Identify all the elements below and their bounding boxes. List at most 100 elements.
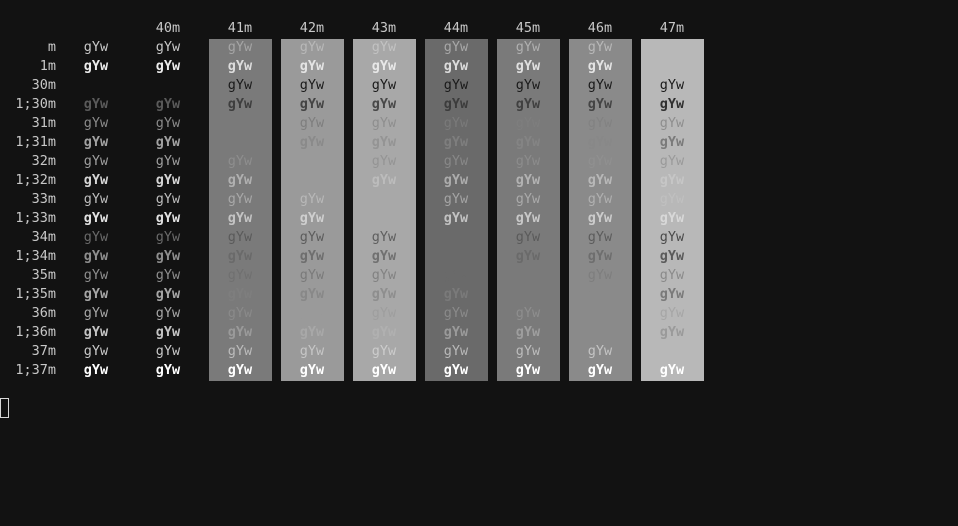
sample-text: gYw: [443, 134, 469, 150]
sample-text: gYw: [299, 305, 325, 321]
sample-text: gYw: [371, 77, 397, 93]
sample-text: gYw: [299, 229, 325, 245]
sample-text: gYw: [659, 305, 685, 321]
sample-text: gYw: [83, 39, 109, 55]
row-label: 30m: [31, 77, 56, 93]
sample-text: gYw: [83, 362, 109, 378]
sample-text: gYw: [155, 134, 181, 150]
column-background: [425, 39, 488, 381]
sample-text: gYw: [587, 58, 613, 74]
sample-text: gYw: [155, 115, 181, 131]
sample-text: gYw: [155, 286, 181, 302]
column-header: 44m: [443, 20, 469, 36]
sample-text: gYw: [515, 343, 541, 359]
sample-text: gYw: [515, 115, 541, 131]
sample-text: gYw: [371, 343, 397, 359]
sample-text: gYw: [83, 248, 109, 264]
row-label: 31m: [31, 115, 56, 131]
sample-text: gYw: [443, 286, 469, 302]
sample-text: gYw: [155, 343, 181, 359]
sample-text: gYw: [587, 153, 613, 169]
column-header: 40m: [155, 20, 181, 36]
sample-text: gYw: [587, 286, 613, 302]
sample-text: gYw: [515, 153, 541, 169]
sample-text: gYw: [587, 362, 613, 378]
sample-text: gYw: [659, 248, 685, 264]
sample-text: gYw: [155, 153, 181, 169]
row-label: 1;37m: [15, 362, 56, 378]
sample-text: gYw: [659, 362, 685, 378]
sample-text: gYw: [659, 172, 685, 188]
sample-text: gYw: [587, 267, 613, 283]
sample-text: gYw: [299, 343, 325, 359]
sample-text: gYw: [83, 324, 109, 340]
sample-text: gYw: [659, 191, 685, 207]
sample-text: gYw: [515, 210, 541, 226]
sample-text: gYw: [443, 115, 469, 131]
sample-text: gYw: [371, 229, 397, 245]
sample-text: gYw: [299, 267, 325, 283]
sample-text: gYw: [371, 286, 397, 302]
sample-text: gYw: [515, 77, 541, 93]
sample-text: gYw: [371, 172, 397, 188]
sample-text: gYw: [371, 115, 397, 131]
row-label: 33m: [31, 191, 56, 207]
sample-text: gYw: [155, 229, 181, 245]
sample-text: gYw: [299, 134, 325, 150]
sample-text: gYw: [515, 191, 541, 207]
sample-text: gYw: [155, 324, 181, 340]
sample-text: gYw: [371, 96, 397, 112]
sample-text: gYw: [83, 305, 109, 321]
sample-text: gYw: [83, 58, 109, 74]
sample-text: gYw: [515, 39, 541, 55]
sample-text: gYw: [299, 115, 325, 131]
sample-text: gYw: [587, 210, 613, 226]
row-label: 32m: [31, 153, 56, 169]
sample-text: gYw: [587, 115, 613, 131]
row-label: 1m: [39, 58, 56, 74]
sample-text: gYw: [299, 248, 325, 264]
row-label: 1;30m: [15, 96, 56, 112]
sample-text: gYw: [155, 58, 181, 74]
sample-text: gYw: [659, 77, 685, 93]
column-background: [497, 39, 560, 381]
row-label: 1;36m: [15, 324, 56, 340]
sample-text: gYw: [83, 134, 109, 150]
sample-text: gYw: [659, 115, 685, 131]
row-label: 37m: [31, 343, 56, 359]
sample-text: gYw: [227, 96, 253, 112]
sample-text: gYw: [83, 286, 109, 302]
sample-text: gYw: [299, 39, 325, 55]
sample-text: gYw: [443, 153, 469, 169]
sample-text: gYw: [443, 172, 469, 188]
sample-text: gYw: [443, 343, 469, 359]
sample-text: gYw: [587, 77, 613, 93]
column-background: [641, 39, 704, 381]
sample-text: gYw: [587, 134, 613, 150]
sample-text: gYw: [515, 134, 541, 150]
sample-text: gYw: [227, 229, 253, 245]
sample-text: gYw: [371, 305, 397, 321]
sample-text: gYw: [371, 267, 397, 283]
sample-text: gYw: [83, 96, 109, 112]
sample-text: gYw: [155, 267, 181, 283]
column-background: [353, 39, 416, 381]
sample-text: gYw: [515, 172, 541, 188]
column-header: 46m: [587, 20, 613, 36]
sample-text: gYw: [227, 324, 253, 340]
sample-text: gYw: [443, 96, 469, 112]
sample-text: gYw: [299, 286, 325, 302]
column-header: 41m: [227, 20, 253, 36]
sample-text: gYw: [515, 96, 541, 112]
sample-text: gYw: [371, 324, 397, 340]
sample-text: gYw: [227, 210, 253, 226]
sample-text: gYw: [371, 153, 397, 169]
sample-text: gYw: [515, 362, 541, 378]
sample-text: gYw: [83, 172, 109, 188]
sample-text: gYw: [659, 286, 685, 302]
sample-text: gYw: [155, 172, 181, 188]
row-label: 1;33m: [15, 210, 56, 226]
sample-text: gYw: [299, 58, 325, 74]
sample-text: gYw: [443, 39, 469, 55]
